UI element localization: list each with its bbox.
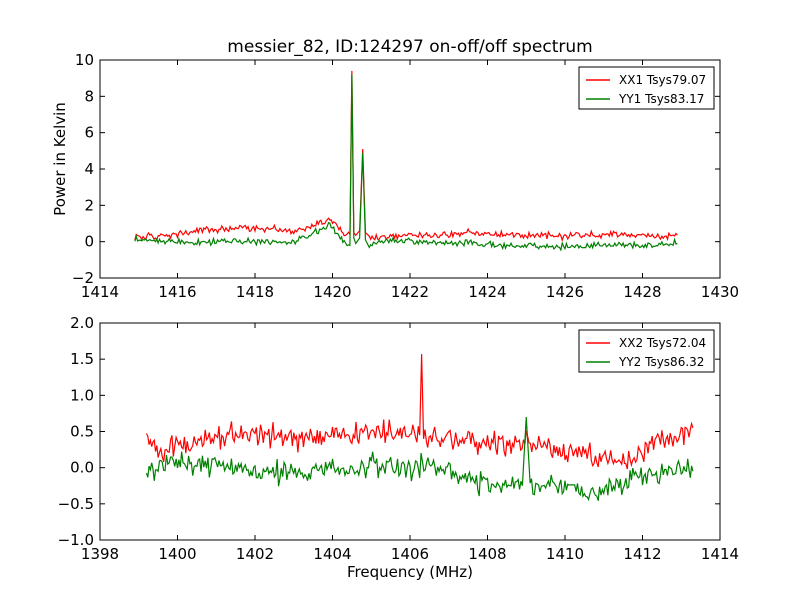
top-axes: 1414 1416 1418 1420 1422 1424 1426 1428 1430 −2 0 2… xyxy=(51,51,739,301)
y-tick-label: 8 xyxy=(84,87,94,105)
legend-label: XX1 Tsys79.07 xyxy=(619,73,706,87)
y-axis-label: Power in Kelvin xyxy=(51,102,69,216)
x-tick-label: 1416 xyxy=(158,283,196,301)
x-tick-label: 1408 xyxy=(468,545,506,563)
y-tick-label: 10 xyxy=(75,51,94,69)
x-tick-label: 1430 xyxy=(701,283,739,301)
x-tick-label: 1402 xyxy=(236,545,274,563)
x-tick-label: 1420 xyxy=(313,283,351,301)
legend: XX1 Tsys79.07 YY1 Tsys83.17 xyxy=(578,66,715,110)
legend-box xyxy=(578,329,715,373)
legend-label: YY1 Tsys83.17 xyxy=(618,92,704,106)
x-axis-label: Frequency (MHz) xyxy=(347,563,473,581)
y-tick-label: 0.0 xyxy=(70,459,94,477)
y-tick-label: 6 xyxy=(84,124,94,142)
x-tick-label: 1428 xyxy=(623,283,661,301)
x-tick-label: 1414 xyxy=(81,283,119,301)
y-tick-label: 1.0 xyxy=(70,386,94,404)
chart-title: messier_82, ID:124297 on-off/off spectru… xyxy=(227,37,592,57)
y-tick-label: 4 xyxy=(84,160,94,178)
series-line-2 xyxy=(145,416,694,502)
x-tick-label: 1426 xyxy=(546,283,584,301)
x-tick-label: 1406 xyxy=(391,545,429,563)
x-tick-label: 1404 xyxy=(313,545,351,563)
y-tick-label: 0 xyxy=(84,233,94,251)
legend-label: YY2 Tsys86.32 xyxy=(618,355,704,369)
x-tick-label: 1400 xyxy=(158,545,196,563)
bottom-axes: 1398 1400 1402 1404 1406 1408 1410 1412 1414 −1.0… xyxy=(58,314,740,563)
legend-label: XX2 Tsys72.04 xyxy=(619,336,706,350)
series-line-1 xyxy=(145,354,694,470)
x-tick-label: 1414 xyxy=(701,545,739,563)
y-tick-label: −0.5 xyxy=(58,495,94,513)
legend: XX2 Tsys72.04 YY2 Tsys86.32 xyxy=(578,329,715,373)
series-line-2 xyxy=(134,74,678,252)
y-tick-label: 2.0 xyxy=(70,314,94,332)
y-tick-label: 2 xyxy=(84,196,94,214)
x-tick-label: 1424 xyxy=(468,283,506,301)
x-tick-label: 1398 xyxy=(81,545,119,563)
y-tick-label: 0.5 xyxy=(70,423,94,441)
x-tick-label: 1418 xyxy=(236,283,274,301)
x-tick-label: 1422 xyxy=(391,283,429,301)
x-tick-label: 1410 xyxy=(546,545,584,563)
y-tick-label: 1.5 xyxy=(70,350,94,368)
y-tick-label: −1.0 xyxy=(58,531,94,549)
y-tick-label: −2 xyxy=(72,269,94,287)
x-tick-label: 1412 xyxy=(623,545,661,563)
series-line-1 xyxy=(134,70,678,242)
legend-box xyxy=(578,66,715,110)
